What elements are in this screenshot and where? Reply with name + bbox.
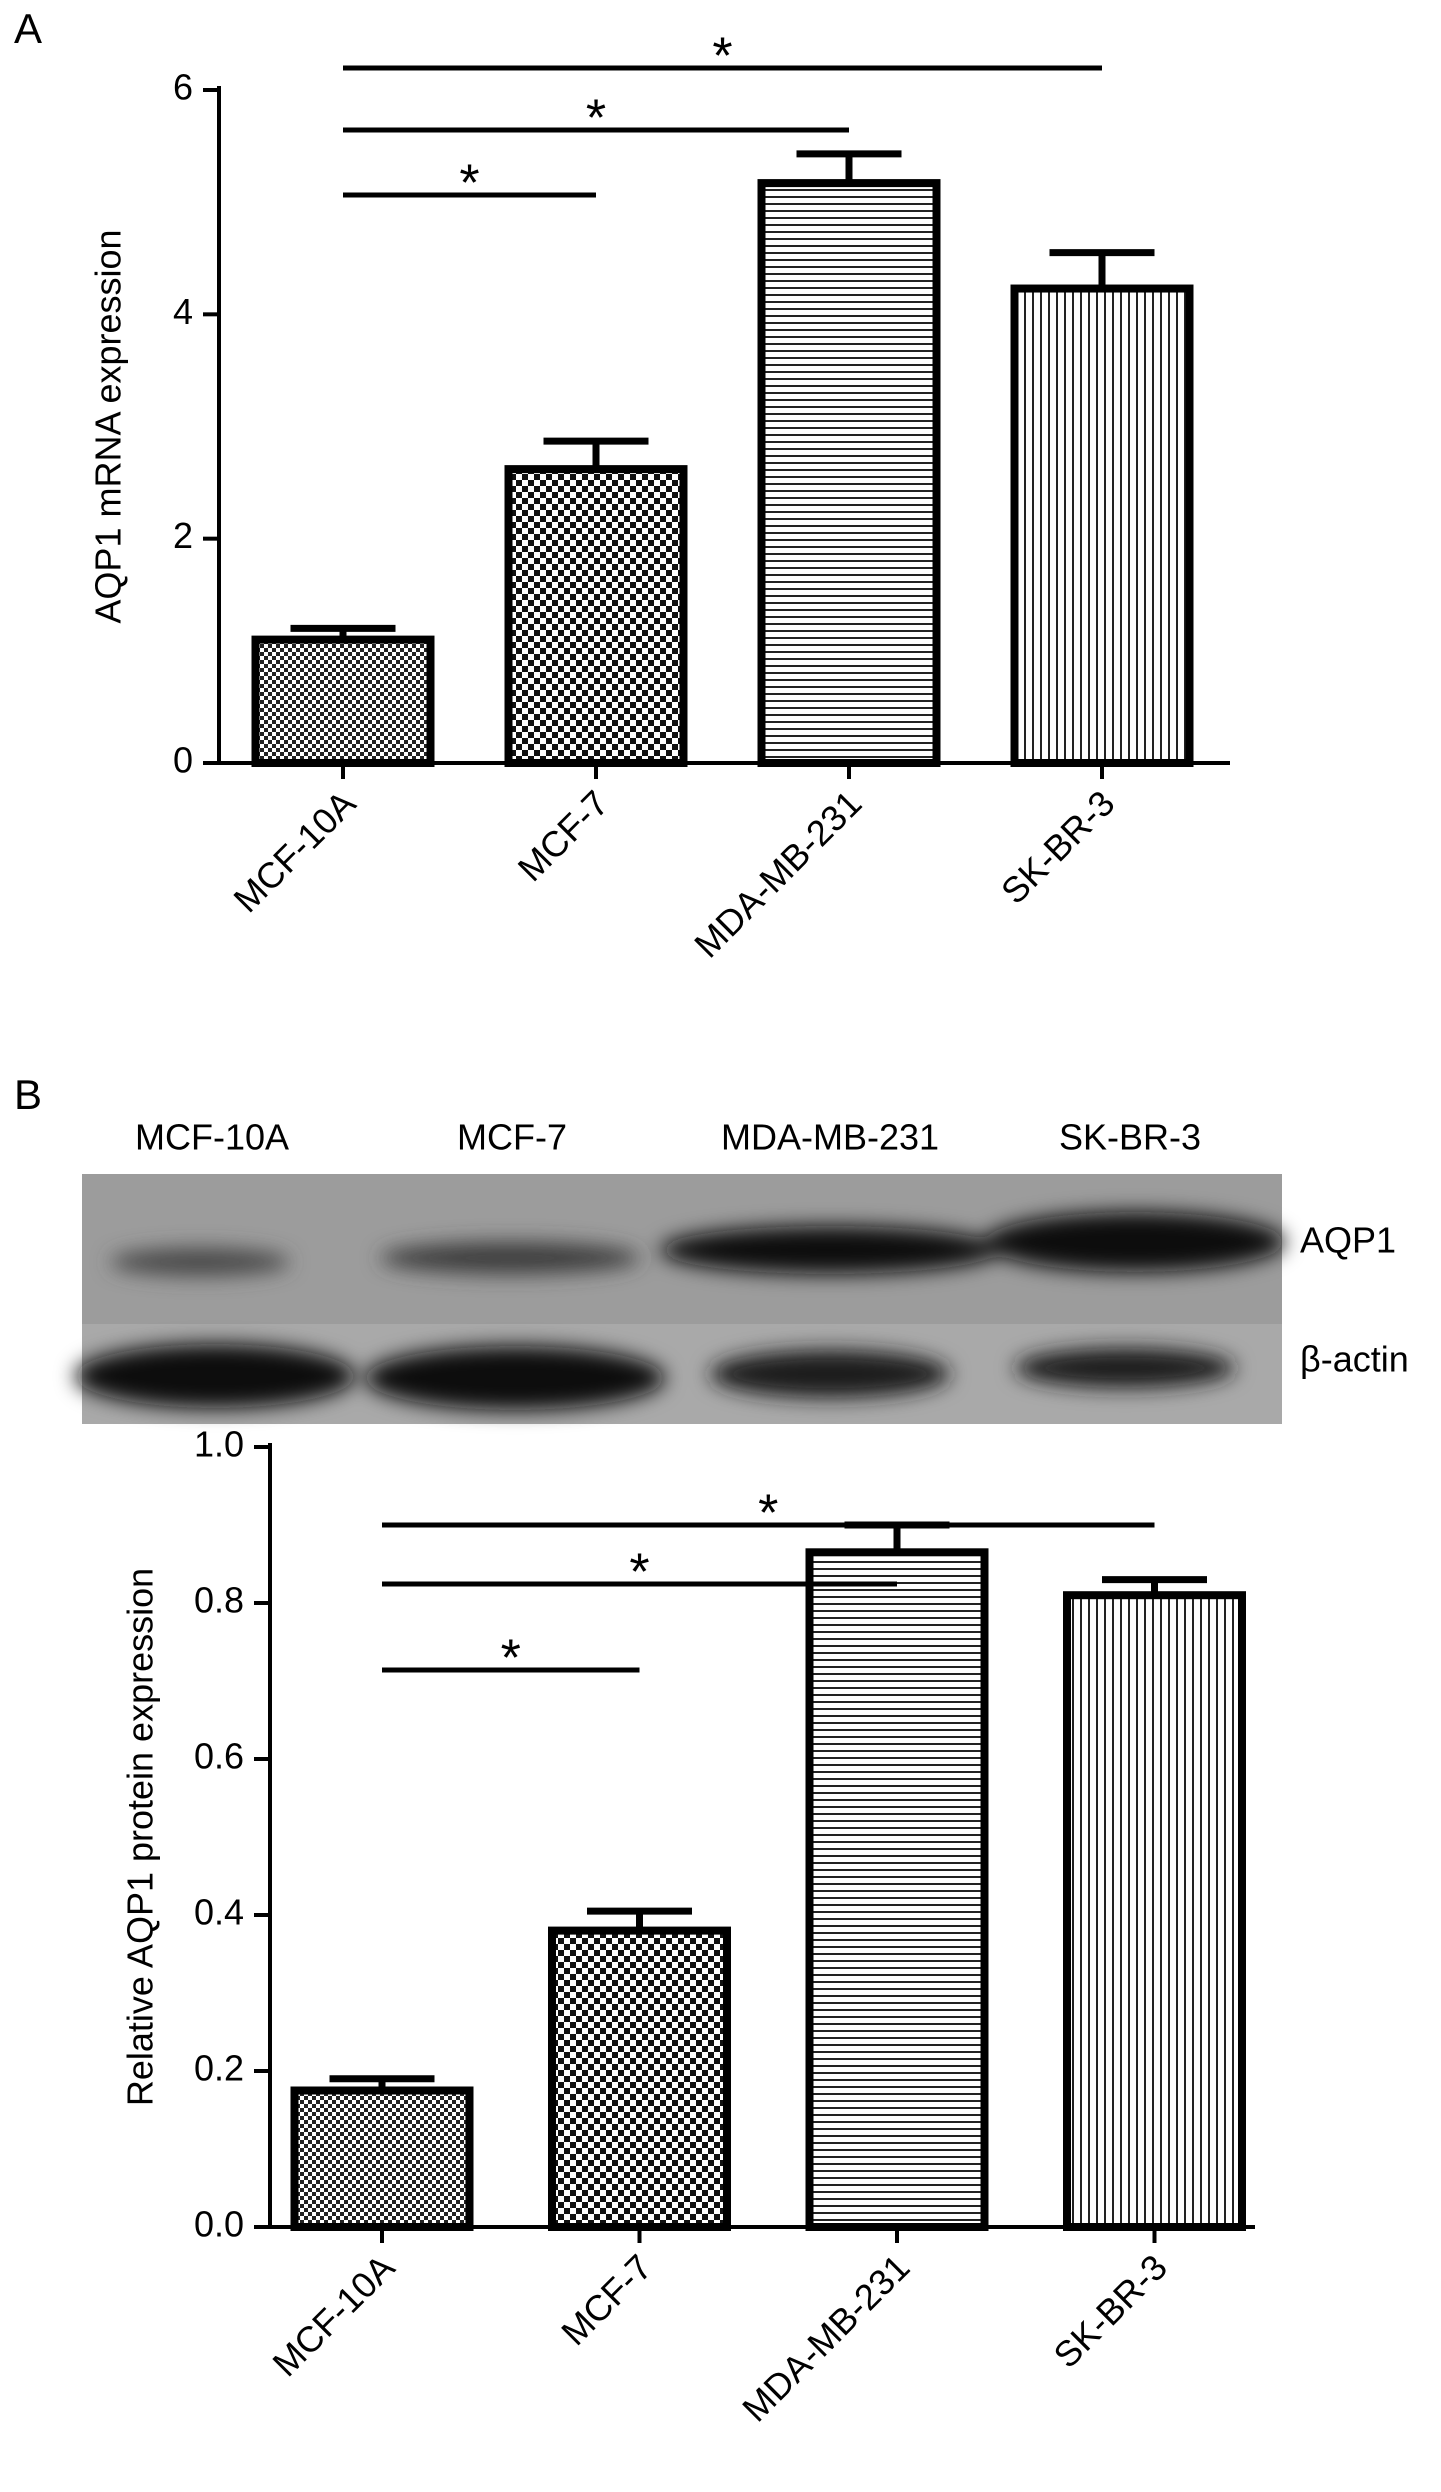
- row-label: AQP1: [1300, 1220, 1396, 1261]
- x-tick-label: MCF-7: [510, 782, 617, 889]
- lane-label: MCF-7: [457, 1117, 567, 1158]
- significance-marker: *: [629, 1544, 649, 1602]
- lane-label: MCF-10A: [135, 1117, 289, 1158]
- x-tick-label: MCF-7: [553, 2246, 660, 2353]
- bar: [757, 179, 941, 767]
- y-tick-label: 1.0: [194, 1424, 244, 1465]
- x-tick-label: MDA-MB-231: [686, 782, 869, 965]
- y-tick-label: 0.6: [194, 1736, 244, 1777]
- significance-marker: *: [501, 1630, 521, 1688]
- x-tick-label: MDA-MB-231: [734, 2246, 917, 2429]
- y-tick-label: 4: [173, 291, 193, 332]
- bar: [805, 1548, 989, 2232]
- y-axis-label: Relative AQP1 protein expression: [120, 1568, 161, 2106]
- x-tick-label: SK-BR-3: [1045, 2246, 1174, 2375]
- significance-marker: *: [586, 90, 606, 148]
- x-tick-label: SK-BR-3: [993, 782, 1122, 911]
- significance-marker: *: [459, 155, 479, 213]
- bar: [251, 635, 435, 767]
- blot-bands: [75, 1212, 1285, 1410]
- y-tick-label: 0.4: [194, 1892, 244, 1933]
- x-tick-label: MCF-10A: [264, 2246, 402, 2384]
- bar: [290, 2086, 474, 2231]
- bar: [548, 1926, 731, 2231]
- y-tick-label: 0.0: [194, 2204, 244, 2245]
- western-blot: MCF-10A MCF-7 MDA-MB-231 SK-BR-3 AQP1 β-…: [75, 1117, 1409, 1424]
- y-tick-label: 0: [173, 740, 193, 781]
- bar: [1010, 284, 1194, 767]
- lane-label: SK-BR-3: [1059, 1117, 1201, 1158]
- y-tick-label: 6: [173, 67, 193, 108]
- panel-label: B: [14, 1071, 42, 1118]
- y-tick-label: 0.2: [194, 2048, 244, 2089]
- x-tick-label: MCF-10A: [225, 782, 363, 920]
- row-label: β-actin: [1300, 1339, 1409, 1380]
- panel-label: A: [14, 5, 42, 52]
- bar-chart: 0.0 0.2 0.4 0.6 0.8 1.0 Relative AQP1 protein …: [120, 1424, 1255, 2430]
- bar: [504, 465, 688, 767]
- significance-marker: *: [712, 28, 732, 86]
- bar-chart: 0 2 4 6 AQP1 mRNA expression MCF-10A MCF-7 MDA-…: [88, 28, 1230, 966]
- y-axis-label: AQP1 mRNA expression: [88, 229, 129, 623]
- y-tick-label: 2: [173, 515, 193, 556]
- significance-marker: *: [758, 1485, 778, 1543]
- y-tick-label: 0.8: [194, 1580, 244, 1621]
- bar: [1063, 1591, 1246, 2231]
- lane-label: MDA-MB-231: [721, 1117, 939, 1158]
